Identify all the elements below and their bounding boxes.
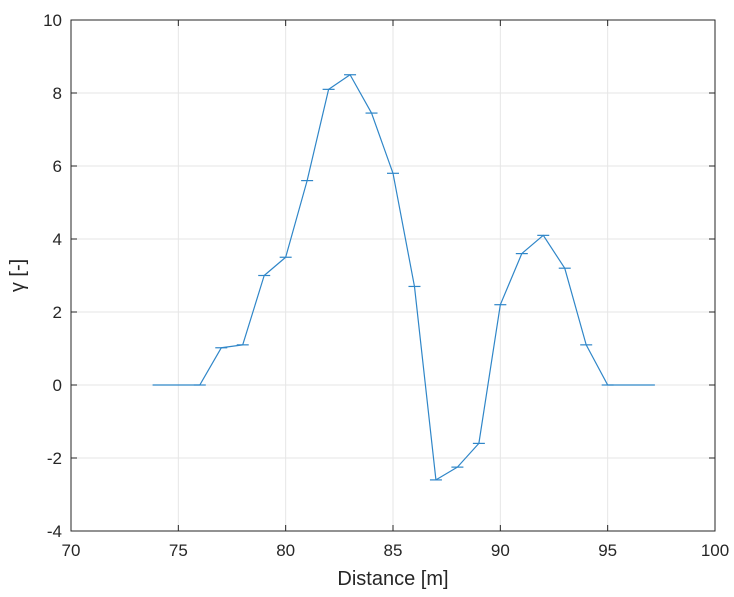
y-tick-label: 10: [43, 11, 62, 30]
y-tick-label: 8: [53, 84, 62, 103]
axis-ticks: 70 75 80 85 90 95 100 -4 -2 0 2 4 6 8 10: [43, 11, 729, 560]
x-tick-label: 70: [62, 541, 81, 560]
y-tick-label: 2: [53, 303, 62, 322]
y-tick-label: -4: [47, 522, 62, 541]
y-tick-label: 6: [53, 157, 62, 176]
series-line: [152, 74, 655, 481]
x-tick-label: 75: [169, 541, 188, 560]
grid-lines: [70, 19, 716, 532]
y-tick-label: 0: [53, 376, 62, 395]
x-tick-label: 95: [598, 541, 617, 560]
y-tick-label: 4: [53, 230, 62, 249]
x-tick-label: 90: [491, 541, 510, 560]
y-axis-label: γ [-]: [7, 259, 29, 292]
x-axis-label: Distance [m]: [337, 568, 448, 590]
x-tick-label: 85: [384, 541, 403, 560]
x-tick-label: 80: [276, 541, 295, 560]
x-tick-label: 100: [701, 541, 729, 560]
y-tick-label: -2: [47, 449, 62, 468]
series-layer: [152, 74, 655, 481]
